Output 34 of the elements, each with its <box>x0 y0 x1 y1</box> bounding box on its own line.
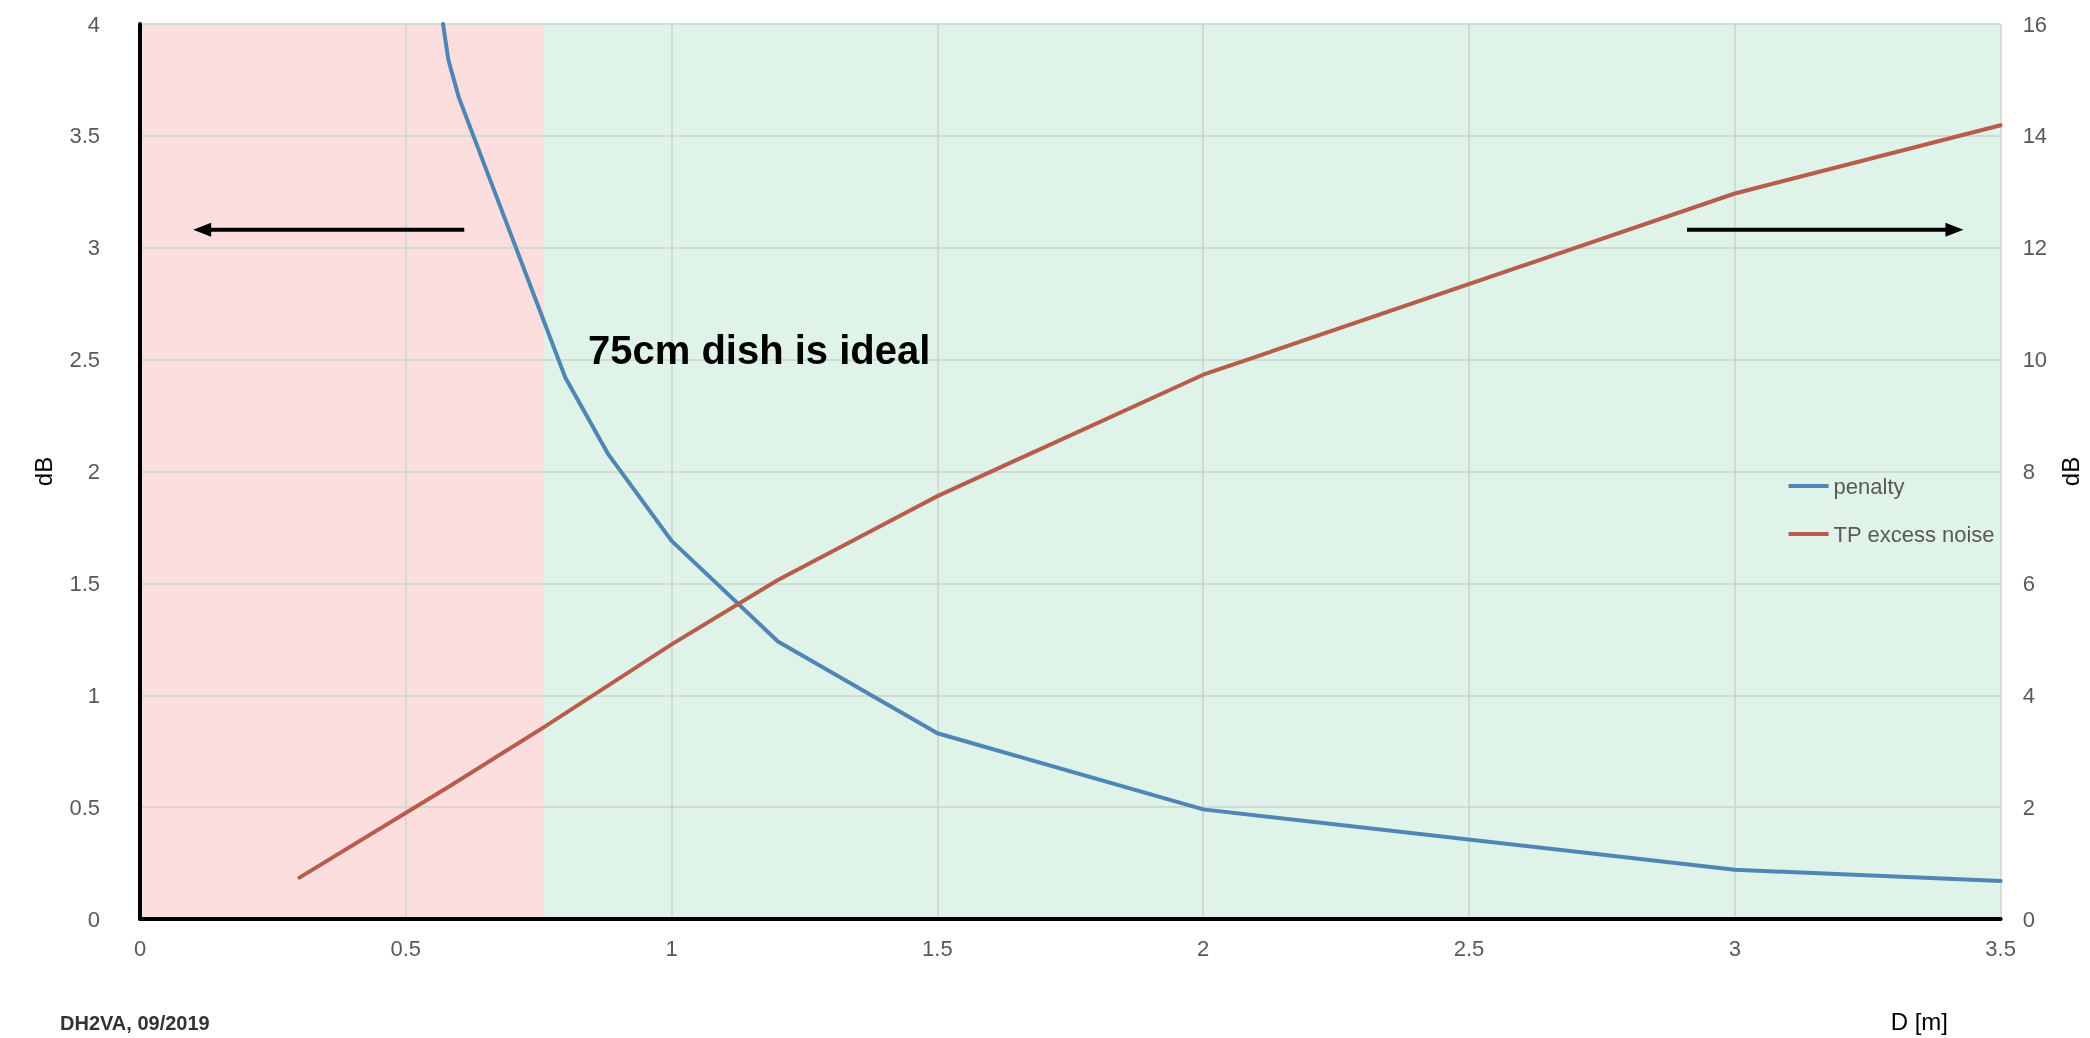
y-tick-label: 0.5 <box>69 794 100 820</box>
y2-tick-label: 0 <box>2022 906 2035 932</box>
x-tick-label: 0 <box>133 935 147 961</box>
text: DH2VA, 09/2019 <box>60 1012 210 1035</box>
annotation: 75cm dish is ideal <box>588 328 931 373</box>
y2-tick-label: 8 <box>2022 459 2035 484</box>
y-tick-label: 4 <box>87 11 100 37</box>
y2-tick-label: 6 <box>2022 570 2035 596</box>
y2-tick-label: 10 <box>2022 347 2048 373</box>
legend-label: penalty <box>1833 473 1905 499</box>
y-tick-label: 1.5 <box>69 570 100 596</box>
x-tick-label: 2 <box>1197 935 1210 961</box>
y-tick-label: 0 <box>87 906 100 932</box>
x-tick-label: 3 <box>1728 935 1741 961</box>
y-tick-label: 1 <box>87 682 100 708</box>
legend-label: TP excess noise <box>1833 521 1995 547</box>
y2-axis-title: dB <box>2056 456 2084 487</box>
y2-tick-label: 4 <box>2022 682 2035 708</box>
line-series <box>297 123 2003 880</box>
y-tick-label: 3.5 <box>69 123 100 149</box>
y-axis-title: dB <box>29 456 57 487</box>
x-tick-label: 0.5 <box>390 935 422 961</box>
y2-tick-label: 2 <box>2022 794 2035 820</box>
y-tick-label: 3 <box>87 235 100 261</box>
x-tick-label: 3.5 <box>1985 935 2016 961</box>
y2-tick-label: 12 <box>2022 235 2048 261</box>
x-tick-label: 1 <box>665 935 678 961</box>
y-tick-label: 2 <box>87 459 100 484</box>
x-axis-title: D [m] <box>1890 1007 1948 1035</box>
y-tick-label: 2.5 <box>69 347 100 373</box>
x-tick-label: 1.5 <box>922 935 953 961</box>
y2-tick-label: 14 <box>2022 123 2048 149</box>
x-tick-label: 2.5 <box>1453 935 1485 961</box>
y2-tick-label: 16 <box>2022 11 2048 37</box>
